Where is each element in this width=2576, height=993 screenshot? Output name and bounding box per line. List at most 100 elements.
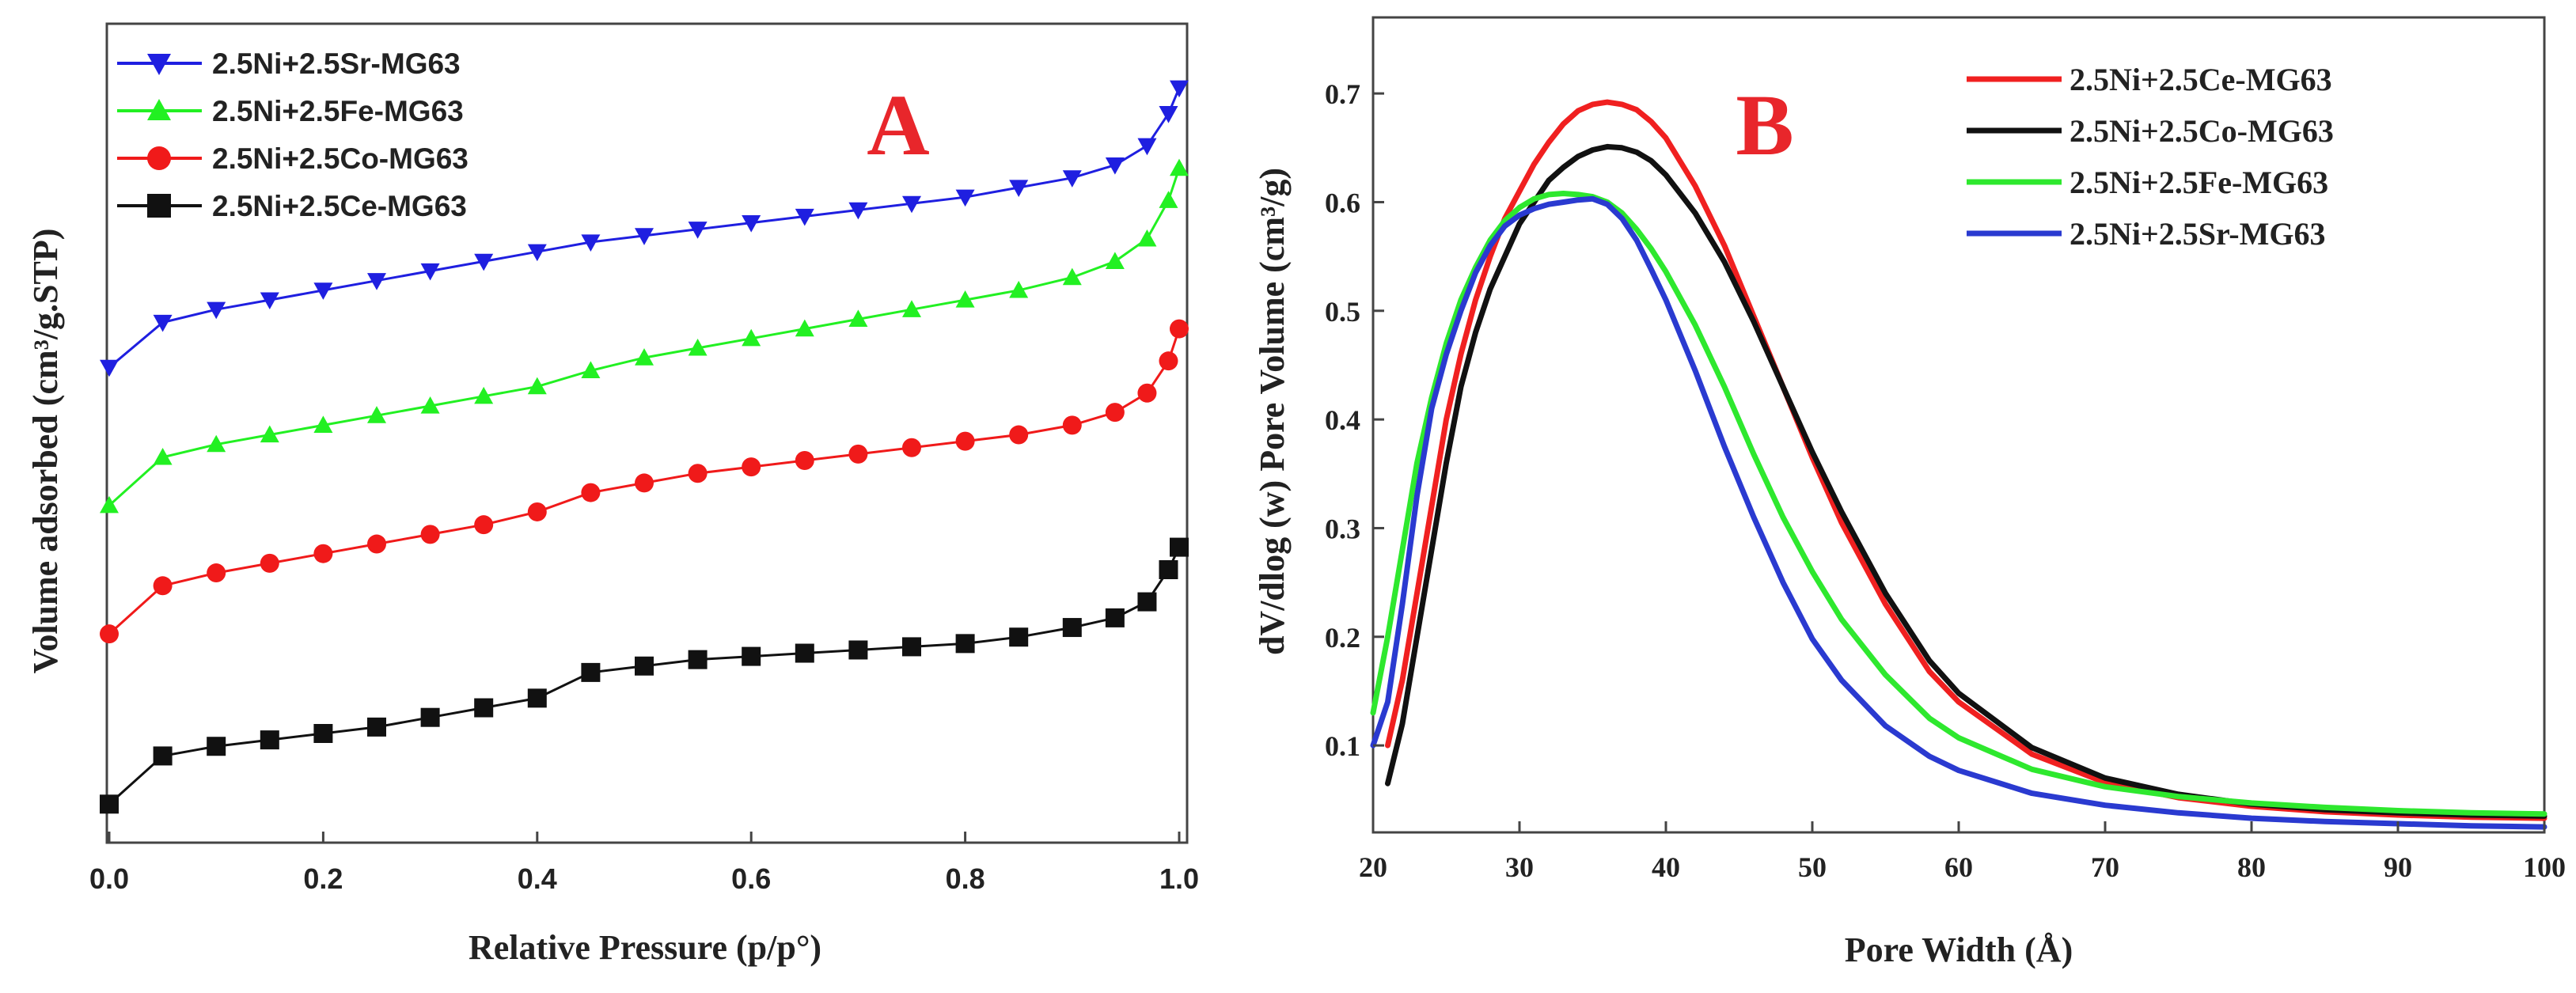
panel-a-series-3-point	[1009, 627, 1029, 647]
panel-a-series-3-point	[420, 707, 440, 727]
panel-a-series-3-point	[260, 730, 279, 750]
panel-a-series-3-point	[207, 737, 226, 756]
panel-b-x-tick-label: 30	[1505, 851, 1534, 883]
panel-b-y-tick-label: 0.4	[1325, 404, 1360, 436]
panel-a-series-2-point	[207, 563, 226, 583]
panel-a-series-3-point	[527, 688, 547, 708]
panel-b-x-tick-label: 50	[1798, 851, 1827, 883]
panel-a-series-2-point	[1062, 415, 1082, 435]
panel-a-legend-label-2: 2.5Ni+2.5Co-MG63	[212, 142, 469, 175]
panel-a-series-2-point	[474, 515, 494, 535]
panel-a-series-2-point	[1170, 319, 1189, 339]
panel-a-series-0-point	[1009, 180, 1029, 197]
panel-a-legend-label-0: 2.5Ni+2.5Sr-MG63	[212, 47, 461, 80]
panel-b-y-tick-label: 0.6	[1325, 187, 1360, 218]
panel-a-series-1-point	[742, 328, 761, 347]
panel-a-series-0-point	[313, 282, 333, 300]
panel-a-series-0-point	[474, 253, 494, 271]
panel-a-legend-label-3: 2.5Ni+2.5Ce-MG63	[212, 190, 467, 222]
panel-a-series-group	[100, 80, 1189, 814]
panel-a-x-ticks: 0.0 0.2 0.4 0.6 0.8 1.0	[89, 832, 1199, 895]
panel-a-series-0-point	[955, 189, 975, 207]
panel-a-series-2-point	[260, 553, 279, 573]
panel-a-series-1-point	[581, 361, 601, 378]
panel-a-series-0-point	[1170, 80, 1189, 98]
panel-b-x-tick-label: 20	[1359, 851, 1387, 883]
panel-b-legend-label-3: 2.5Ni+2.5Sr-MG63	[2070, 216, 2326, 252]
panel-b-y-ticks: 0.1 0.2 0.3 0.4 0.5 0.6 0.7	[1325, 78, 1384, 762]
panel-a-legend-marker-1	[147, 99, 171, 120]
panel-a-series-2-point	[742, 457, 761, 477]
panel-a-series-0-point	[795, 208, 814, 226]
panel-a-series-2-point	[581, 483, 601, 502]
panel-a-series-0-point	[742, 215, 761, 233]
panel-a-x-axis-label: Relative Pressure (p/p°)	[469, 928, 821, 967]
panel-a-letter: A	[867, 77, 929, 173]
panel-a-series-1-point	[474, 386, 494, 404]
panel-a-series-3-point	[1105, 608, 1125, 627]
panel-a-legend-marker-2	[147, 146, 171, 170]
panel-a-series-0-point	[527, 244, 547, 262]
panel-b-x-tick-label: 80	[2237, 851, 2266, 883]
panel-a-series-0-point	[100, 359, 119, 377]
panel-a-series-0-point	[260, 292, 279, 310]
panel-a-series-1-point	[420, 396, 440, 414]
panel-a-x-tick-label: 0.2	[303, 862, 343, 895]
panel-a-series-2-point	[153, 576, 173, 596]
panel-a-series-1-point	[1170, 158, 1189, 176]
panel-a-series-2-point	[313, 544, 333, 563]
panel-a-x-tick-label: 0.4	[518, 862, 557, 895]
panel-a-series-0-point	[207, 301, 226, 320]
panel-a-series-1-point	[1105, 252, 1125, 269]
panel-a-x-tick-label: 0.0	[89, 862, 129, 895]
panel-b-x-axis-label: Pore Width (Å)	[1845, 930, 2073, 969]
panel-b-x-tick-label: 40	[1652, 851, 1680, 883]
panel-a-series-2-point	[848, 444, 868, 464]
panel-a-series-0-point	[581, 234, 601, 252]
panel-a-series-3-point	[1170, 537, 1189, 557]
panel-a-x-tick-label: 0.8	[946, 862, 985, 895]
panel-a-series-2-point	[635, 473, 654, 493]
panel-a-series-0-point	[1062, 170, 1082, 188]
panel-a-series-1-point	[1159, 191, 1178, 208]
panel-a-series-1-point	[313, 415, 333, 433]
panel-b-legend-label-0: 2.5Ni+2.5Ce-MG63	[2070, 62, 2332, 97]
panel-a-legend: 2.5Ni+2.5Sr-MG63 2.5Ni+2.5Fe-MG63 2.5Ni+2.…	[117, 47, 469, 222]
panel-b-x-tick-label: 100	[2523, 851, 2566, 883]
panel-b-y-axis-label: dV/dlog (w) Pore Volume (cm³/g)	[1253, 168, 1292, 655]
panel-a-series-2-point	[1137, 383, 1157, 403]
panel-b-y-tick-label: 0.3	[1325, 513, 1360, 544]
panel-a-series-0-point	[902, 195, 921, 214]
panel-a-series-3-point	[795, 643, 814, 663]
panel-a-x-tick-label: 0.6	[731, 862, 771, 895]
panel-a-series-3-point	[635, 656, 654, 676]
panel-a-series-3-point	[1137, 592, 1157, 612]
panel-b-y-tick-label: 0.5	[1325, 296, 1360, 328]
panel-a-series-2-point	[1009, 425, 1029, 445]
panel-a-series-3-point	[474, 698, 494, 718]
panel-a-series-1-point	[1009, 280, 1029, 298]
panel-a-series-3-point	[313, 724, 333, 743]
panel-b-legend-label-2: 2.5Ni+2.5Fe-MG63	[2070, 165, 2328, 200]
panel-a-series-1-point	[955, 290, 975, 308]
panel-b-legend-label-1: 2.5Ni+2.5Co-MG63	[2070, 113, 2334, 149]
panel-a-series-3-point	[1159, 560, 1178, 579]
panel-a-series-3-point	[153, 746, 173, 766]
panel-a-legend-label-1: 2.5Ni+2.5Fe-MG63	[212, 95, 464, 127]
panel-a-plot-frame	[105, 22, 1189, 844]
panel-b: 20 30 40 50 60 70 80 90 100 0.10.20.30.40.50.60.…	[1253, 16, 2566, 969]
panel-b-x-ticks: 20 30 40 50 60 70 80 90 100	[1359, 821, 2566, 883]
panel-a-legend-marker-3	[147, 194, 171, 218]
panel-a-series-1-point	[795, 319, 814, 337]
panel-b-x-tick-label: 90	[2384, 851, 2412, 883]
panel-b-series-line-0	[1385, 99, 2548, 821]
panel-a-series-1-point	[153, 447, 173, 465]
panel-b-series-group	[1370, 99, 2548, 830]
panel-b-letter: B	[1736, 77, 1793, 173]
panel-b-series-line-3	[1370, 195, 2548, 830]
panel-b-y-tick-label: 0.7	[1325, 78, 1360, 110]
panel-a-y-axis-label: Volume adsorbed (cm³/g.STP)	[26, 229, 65, 674]
panel-a-series-1-point	[260, 425, 279, 443]
panel-a-series-0-point	[367, 273, 386, 290]
panel-a-series-0-point	[153, 314, 173, 332]
